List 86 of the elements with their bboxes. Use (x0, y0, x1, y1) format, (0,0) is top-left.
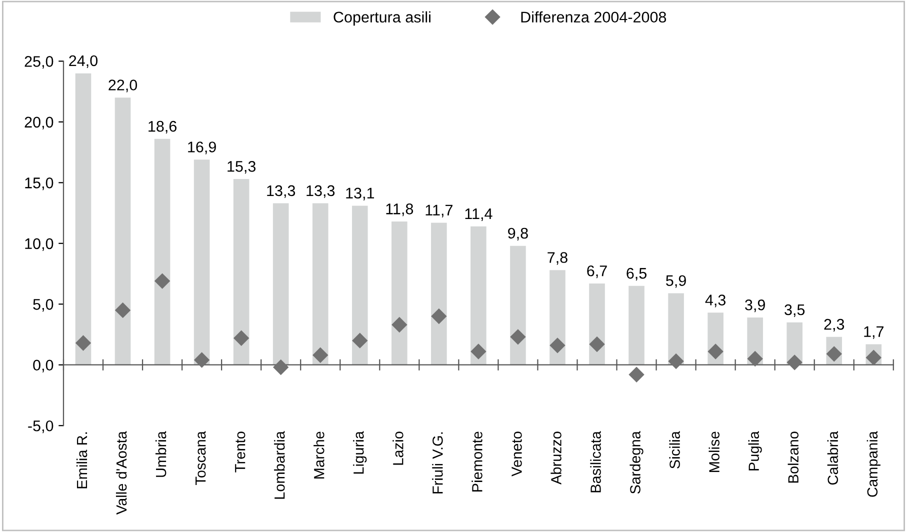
bar (194, 160, 210, 365)
y-tick-label: -5,0 (28, 420, 54, 434)
data-label: 16,9 (188, 142, 216, 154)
x-tick-label: Sicilia (669, 431, 680, 468)
point (589, 336, 605, 352)
point (392, 317, 407, 332)
x-tick-label: Liguria (353, 431, 367, 474)
point (748, 351, 763, 366)
data-label: 6,7 (587, 265, 607, 278)
point (510, 329, 526, 344)
point (550, 338, 566, 353)
x-tick-label: Umbria (155, 431, 166, 477)
data-label: 2,3 (824, 318, 844, 332)
y-tick-label: 10,0 (25, 238, 54, 251)
x-tick-label: Campania (866, 431, 880, 497)
point (668, 354, 684, 369)
y-tick-label: 0,0 (33, 360, 54, 372)
x-tick-label: Lombardia (274, 431, 285, 499)
data-label: 13,3 (267, 185, 296, 198)
x-tick-label: Basilicata (590, 431, 601, 492)
bar (233, 179, 250, 365)
bar (470, 226, 486, 365)
x-tick-label: Emilia R. (76, 432, 88, 488)
data-label: 4,3 (705, 294, 726, 308)
bar (272, 203, 289, 365)
data-label: 3,5 (784, 304, 805, 317)
data-label: 22,0 (108, 80, 138, 92)
bar (154, 138, 170, 365)
y-tick-label: 15,0 (25, 178, 54, 190)
point (194, 352, 210, 368)
point (312, 348, 328, 363)
y-tick-label: 20,0 (24, 116, 54, 130)
bar (352, 206, 368, 365)
data-label: 5,9 (666, 275, 686, 288)
point (273, 360, 288, 375)
x-tick-label: Calabria (827, 431, 838, 485)
bar (668, 293, 684, 365)
x-tick-label: Trento (235, 432, 246, 472)
data-label: 15,3 (228, 161, 256, 174)
x-tick-label: Sardegna (630, 431, 644, 494)
data-label: 13,3 (306, 185, 335, 198)
x-tick-label: Valle d'Aosta (116, 431, 127, 515)
point (787, 354, 802, 370)
point (154, 273, 170, 289)
y-tick-label: 5,0 (33, 298, 54, 312)
point (431, 308, 446, 324)
data-label: 11,8 (386, 204, 414, 216)
legend-label: Differenza 2004-2008 (521, 11, 666, 23)
x-tick-label: Piemonte (472, 432, 482, 492)
bar (589, 283, 605, 365)
data-label: 18,6 (148, 120, 176, 134)
bar (75, 73, 92, 365)
point (76, 335, 91, 351)
x-tick-label: Molise (708, 432, 720, 472)
point (628, 367, 644, 382)
data-label: 11,4 (465, 208, 492, 221)
x-tick-label: Abruzzo (550, 432, 562, 485)
x-tick-label: Lazio (392, 432, 404, 465)
bar (628, 286, 644, 365)
bar (510, 246, 526, 365)
x-tick-label: Friuli V.G. (432, 432, 443, 494)
data-label: 9,8 (508, 228, 528, 240)
y-tick-label: 25,0 (24, 56, 54, 69)
point (708, 344, 724, 360)
data-label: 24,0 (69, 55, 98, 68)
legend-label: Copertura asili (334, 11, 430, 26)
bar (114, 98, 131, 365)
point (115, 302, 130, 318)
x-tick-label: Bolzano (788, 432, 799, 483)
point (234, 330, 249, 346)
bar (392, 222, 408, 365)
bar (431, 222, 447, 365)
bar (312, 203, 328, 365)
data-label: 13,1 (346, 188, 374, 200)
x-tick-label: Marche (314, 432, 324, 478)
data-label: 1,7 (864, 326, 884, 339)
data-label: 6,5 (626, 268, 646, 281)
x-tick-label: Toscana (196, 431, 206, 486)
point (352, 333, 368, 348)
point (470, 344, 486, 360)
data-label: 7,8 (548, 252, 568, 265)
bar (550, 270, 566, 365)
data-label: 3,9 (745, 299, 765, 312)
data-label: 11,7 (426, 204, 452, 218)
x-tick-label: Veneto (512, 432, 522, 476)
x-tick-label: Puglia (748, 431, 762, 470)
